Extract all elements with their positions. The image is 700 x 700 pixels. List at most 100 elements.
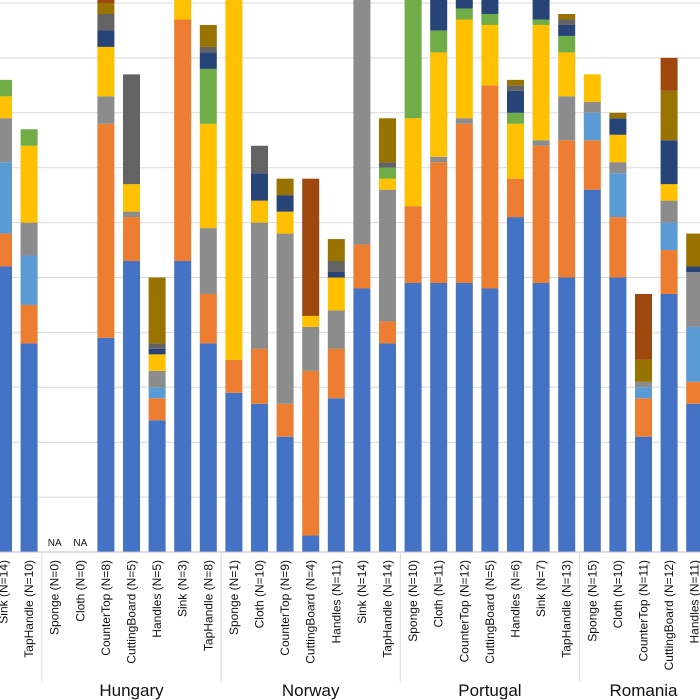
bar-segment: [609, 277, 627, 552]
x-tick-label: Sponge (N=15): [585, 560, 599, 642]
bar-segment: [379, 178, 396, 190]
group-label: Norway: [282, 681, 340, 700]
x-tick-label: Sponge (N=0): [48, 560, 62, 635]
x-tick-label: Sink (N=7): [534, 560, 548, 617]
bar-segment: [609, 217, 627, 278]
bar-segment: [97, 3, 115, 14]
bar-segment: [660, 222, 678, 251]
bar-segment: [20, 145, 38, 223]
bar-segment: [558, 96, 576, 141]
bar-segment: [97, 96, 115, 124]
x-tick-label: CounterTop (N=9): [278, 560, 292, 656]
x-tick-label: CuttingBoard (N=5): [483, 560, 497, 664]
bar-segment: [148, 398, 166, 421]
bar-segment: [507, 112, 524, 124]
bar-segment: [660, 90, 678, 141]
bar-segment: [97, 13, 115, 31]
bar-segment: [302, 178, 320, 316]
bar-segment: [455, 0, 473, 9]
bar-segment: [455, 8, 473, 20]
bar-segment: [123, 211, 140, 218]
bar-segment: [558, 140, 576, 278]
bar-segment: [302, 535, 320, 552]
x-tick-labels: Sink (N=14) TapHandle (N=10) Sponge (N=0) C…: [0, 560, 700, 670]
bar-segment: [123, 184, 140, 212]
bar-segment: [327, 277, 345, 311]
x-tick-label: CuttingBoard (N=5): [125, 560, 139, 664]
bar-segment: [0, 266, 12, 552]
bar-segment: [558, 35, 576, 53]
x-tick-label: TapHandle (N=13): [560, 560, 574, 658]
bar-segment: [276, 195, 294, 212]
bar-segment: [327, 398, 345, 552]
bar-segment: [148, 348, 166, 355]
bar-segment: [97, 0, 115, 3]
bar-segment: [558, 277, 576, 552]
x-axis: [0, 551, 700, 682]
bar-segment: [481, 85, 499, 289]
bar-segment: [199, 68, 217, 124]
x-tick-label: CounterTop (N=8): [99, 560, 113, 656]
bar-segment: [609, 118, 627, 135]
bar-segment: [609, 173, 627, 218]
bar-segment: [276, 233, 294, 404]
bar-segment: [327, 310, 345, 349]
bar-segment: [353, 0, 371, 245]
bar-segment: [302, 326, 320, 371]
bar-segment: [276, 403, 294, 437]
bar-segment: [251, 173, 268, 201]
bar-segment: [174, 0, 192, 20]
bar-segment: [532, 24, 550, 141]
bar-segment: [481, 0, 499, 14]
bar-segment: [199, 123, 217, 229]
bar-segment: [251, 145, 268, 174]
bar-segment: [404, 0, 422, 119]
bar-segment: [583, 112, 601, 141]
x-tick-label: Sink (N=14): [0, 560, 11, 624]
bar-segment: [532, 145, 550, 283]
bar-segment: [327, 272, 345, 278]
x-tick-label: Sink (N=14): [355, 560, 369, 624]
bar-segment: [123, 74, 140, 185]
bar-segment: [558, 24, 576, 36]
bar-segment: [430, 52, 448, 157]
bar-segment: [199, 293, 217, 344]
x-tick-label: CuttingBoard (N=12): [662, 560, 676, 670]
group-labels: Hungary Norway Portugal Romania: [99, 681, 678, 700]
bar-segment: [225, 359, 243, 393]
bar-segment: [404, 282, 422, 552]
x-tick-label: Cloth (N=10): [253, 560, 267, 628]
x-tick-label: Cloth (N=0): [73, 560, 87, 622]
bar-segment: [148, 354, 166, 371]
bar-segment: [430, 156, 448, 163]
bar-segment: [686, 233, 700, 267]
bar-segment: [583, 101, 601, 113]
bar-segment: [225, 0, 243, 360]
bar-segment: [609, 112, 627, 119]
bar-segment: [379, 118, 396, 163]
bar-segment: [558, 19, 576, 25]
bar-segment: [302, 315, 320, 327]
x-tick-label: CuttingBoard (N=4): [304, 560, 318, 664]
bar-segment: [430, 30, 448, 53]
bar-segment: [225, 392, 243, 552]
x-tick-label: Handles (N=5): [150, 560, 164, 638]
bar-segment: [532, 0, 550, 20]
bar-segment: [660, 293, 678, 552]
bar-segment: [0, 79, 12, 97]
bar-segment: [199, 24, 217, 47]
bar-segment: [532, 282, 550, 552]
bar-segment: [507, 90, 524, 113]
bar-segment: [686, 326, 700, 382]
group-label: Portugal: [458, 681, 521, 700]
bar-segment: [276, 211, 294, 234]
bar-segment: [686, 266, 700, 273]
bar-segment: [148, 387, 166, 399]
bar-segment: [635, 381, 652, 388]
x-tick-label: Sponge (N=1): [227, 560, 241, 635]
bar-segment: [97, 337, 115, 552]
bar-segment: [199, 46, 217, 53]
bar-segment: [174, 19, 192, 262]
x-tick-label: Handles (N=11): [329, 560, 343, 643]
bar-segment: [635, 398, 652, 437]
